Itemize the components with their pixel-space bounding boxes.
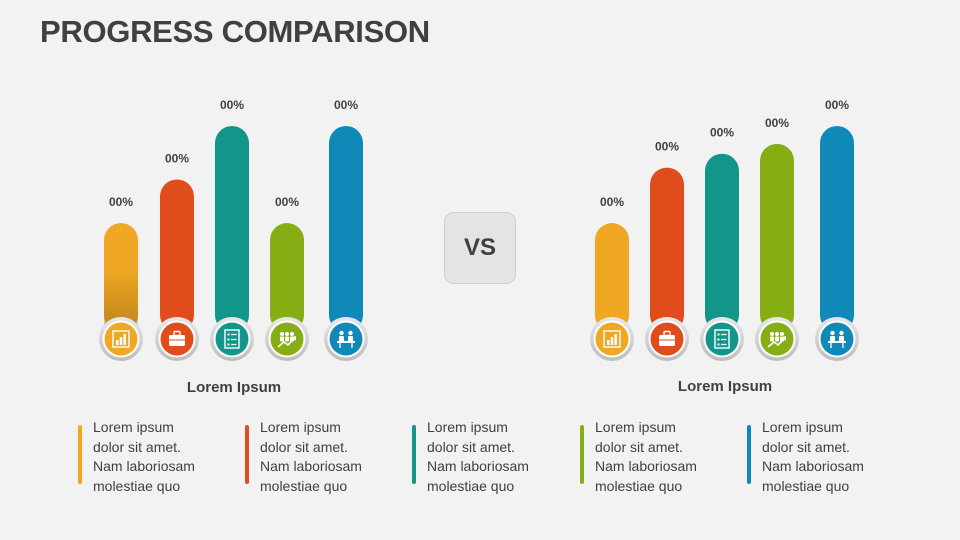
chart-right-bar-1: 00% [590,195,634,361]
checklist-icon [714,329,730,349]
icon-disc [820,322,854,356]
data-label: 00% [275,195,299,209]
legend-text: Lorem ipsum dolor sit amet. Nam laboriosam… [260,418,400,496]
right-chart-title: Lorem Ipsum [677,378,773,395]
chart-left-bar-2: 00% [155,151,199,361]
data-label: 00% [765,116,789,130]
data-label: 00% [109,195,133,209]
briefcase-icon [169,330,185,346]
data-label: 00% [220,98,244,112]
legend-line: molestiae quo [762,477,850,494]
legend-line: Lorem ipsum [93,419,174,435]
legend-color-bar [245,425,249,484]
chart-left-bar-5: 00% [324,98,368,361]
legend-color-bar [747,425,751,484]
bar-fill [270,223,304,332]
legend-line: Nam laboriosam [260,458,362,474]
bar-chart-icon [112,330,130,348]
chart-left-bar-4: 00% [265,195,309,361]
legend-line: molestiae quo [595,477,683,494]
legend-color-bar [78,425,82,484]
legend-text: Lorem ipsum dolor sit amet. Nam laboriosam… [427,418,567,496]
vs-badge: VS [444,212,516,284]
legend-line: dolor sit amet. [93,438,181,455]
legend-line: Lorem ipsum [427,419,508,435]
left-chart-title: Lorem Ipsum [186,379,282,396]
legend-line: Lorem ipsum [260,419,341,435]
checklist-icon [224,329,240,349]
team-growth-icon [767,332,786,348]
legend-line: Nam laboriosam [762,458,864,474]
legend-line: dolor sit amet. [762,438,850,455]
icon-disc [329,322,363,356]
chart-right-bar-3: 00% [700,126,744,361]
legend-text: Lorem ipsum dolor sit amet. Nam laboriosam… [595,418,735,496]
legend-text: Lorem ipsum dolor sit amet. Nam laboriosam… [93,418,233,496]
data-label: 00% [600,195,624,209]
legend-line: molestiae quo [93,477,181,494]
team-growth-icon [277,332,296,348]
bar-fill [329,126,363,332]
legend-line: molestiae quo [427,477,515,494]
legend-color-bar [580,425,584,484]
legend-line: Lorem ipsum [595,419,676,435]
legend-line: Nam laboriosam [427,458,529,474]
briefcase-icon [659,330,675,346]
legend-line: dolor sit amet. [595,438,683,455]
data-label: 00% [165,151,189,165]
chart-right-bar-2: 00% [645,140,689,361]
data-label: 00% [655,140,679,154]
legend-line: Nam laboriosam [595,458,697,474]
bar-fill [650,167,684,332]
page-title: PROGRESS COMPARISON [40,14,430,49]
bar-fill [215,126,249,332]
chart-right-bar-4: 00% [755,116,799,361]
data-label: 00% [825,98,849,112]
meeting-icon [337,330,355,348]
legend-line: Nam laboriosam [93,458,195,474]
bar-fill [820,126,854,332]
bar-fill [160,179,194,332]
legend-text: Lorem ipsum dolor sit amet. Nam laboriosam… [762,418,902,496]
legend-color-bar [412,425,416,484]
bar-fill [595,223,629,332]
data-label: 00% [334,98,358,112]
bar-fill [760,143,794,332]
legend-line: molestiae quo [260,477,348,494]
meeting-icon [828,330,846,348]
chart-right-bar-5: 00% [815,98,859,361]
legend-line: Lorem ipsum [762,419,843,435]
legend-line: dolor sit amet. [260,438,348,455]
chart-left-bar-3: 00% [210,98,254,361]
bar-chart-icon [603,330,621,348]
bar-fill [705,153,739,332]
legend-line: dolor sit amet. [427,438,515,455]
data-label: 00% [710,126,734,140]
chart-left-bar-1: 00% [99,195,143,361]
